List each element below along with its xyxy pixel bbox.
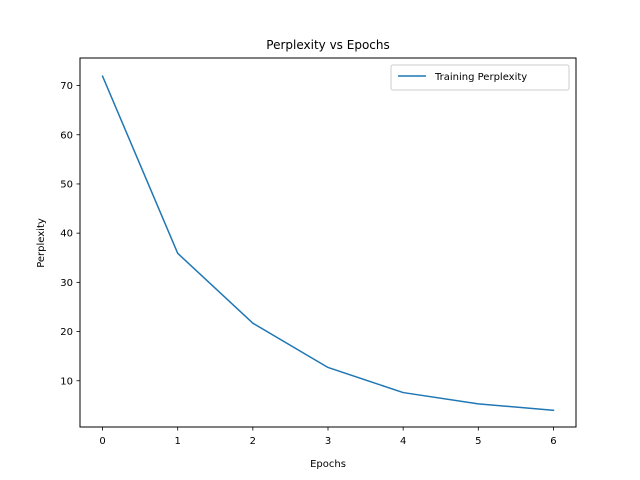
- y-axis-label: Perplexity: [36, 218, 47, 268]
- y-tick-label: 20: [60, 327, 73, 338]
- legend: Training Perplexity: [390, 64, 570, 91]
- legend-label-training-perplexity: Training Perplexity: [434, 72, 527, 83]
- series-layer: [101, 75, 555, 412]
- x-tick-label: 2: [250, 436, 256, 447]
- series-line-training-perplexity: [101, 75, 555, 412]
- y-tick-label: 60: [60, 130, 73, 141]
- x-tick-label: 5: [475, 436, 481, 447]
- y-axis-ticks: 10 20 30 40 50 60 70: [60, 81, 80, 387]
- x-axis-label: Epochs: [310, 459, 346, 470]
- x-tick-label: 3: [325, 436, 331, 447]
- x-tick-label: 6: [550, 436, 556, 447]
- legend-box: [390, 64, 570, 91]
- x-tick-label: 4: [400, 436, 406, 447]
- y-tick-label: 30: [60, 278, 73, 289]
- x-tick-label: 1: [175, 436, 181, 447]
- x-axis-ticks: 0 1 2 3 4 5 6: [99, 427, 557, 447]
- chart-title: Perplexity vs Epochs: [266, 38, 389, 52]
- y-tick-label: 50: [60, 179, 73, 190]
- y-tick-label: 40: [60, 229, 73, 240]
- x-tick-label: 0: [99, 436, 105, 447]
- y-tick-label: 10: [60, 376, 73, 387]
- y-tick-label: 70: [60, 81, 73, 92]
